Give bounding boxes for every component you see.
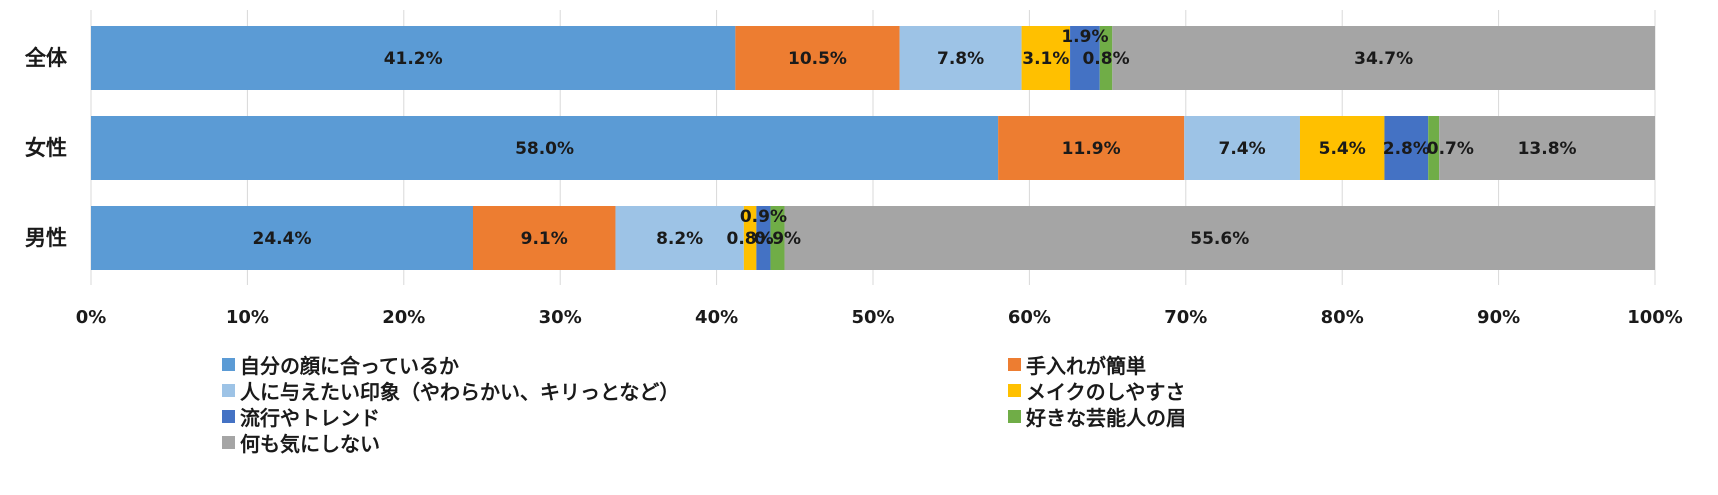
x-tick-label: 50% [851, 307, 894, 328]
bar-segment [91, 26, 736, 90]
legend-label: 手入れが簡単 [1026, 354, 1146, 378]
legend-label: 自分の顔に合っているか [240, 354, 459, 378]
bar-segment [899, 26, 1022, 90]
legend-item: 流行やトレンド [222, 402, 380, 431]
data-label: 58.0% [515, 139, 574, 159]
legend-item: メイクのしやすさ [1008, 376, 1185, 405]
bar-segment [615, 206, 744, 270]
x-tick-label: 100% [1627, 307, 1683, 328]
data-label: 55.6% [1190, 229, 1249, 249]
bar-segment [1428, 116, 1440, 180]
data-label: 7.8% [937, 49, 984, 69]
bar-segment [1299, 116, 1385, 180]
bar-segment [770, 206, 785, 270]
x-tick-label: 20% [382, 307, 425, 328]
bar-segment [1184, 116, 1300, 180]
legend-label: 何も気にしない [240, 432, 380, 456]
x-tick-label: 30% [539, 307, 582, 328]
bar-segment [1099, 26, 1113, 90]
data-label: 10.5% [788, 49, 847, 69]
legend-item: 何も気にしない [222, 428, 380, 457]
bar-segment [472, 206, 616, 270]
bar-segment [1112, 26, 1655, 90]
data-label: 7.4% [1219, 139, 1266, 159]
data-label: 1.9% [1061, 27, 1108, 47]
bar-segment [743, 206, 757, 270]
data-label: 0.9% [754, 229, 801, 249]
data-label: 8.2% [656, 229, 703, 249]
data-label: 13.8% [1518, 139, 1577, 159]
legend-label: 好きな芸能人の眉 [1026, 406, 1186, 430]
bar-segment [91, 116, 999, 180]
legend-item: 人に与えたい印象（やわらかい、キリっとなど） [222, 376, 679, 405]
data-label: 24.4% [253, 229, 312, 249]
bar-segment [91, 206, 473, 270]
legend-swatch [222, 410, 235, 423]
legend-swatch [1008, 384, 1021, 397]
data-label: 0.8% [1082, 49, 1129, 69]
data-label: 0.8% [727, 229, 774, 249]
legend-item: 手入れが簡単 [1008, 350, 1146, 379]
category-label: 男性 [25, 226, 67, 250]
category-label: 全体 [24, 46, 68, 70]
data-label: 0.9% [740, 207, 787, 227]
legend-label: メイクのしやすさ [1026, 380, 1186, 404]
legend-swatch [222, 436, 235, 449]
bar-segment [756, 206, 771, 270]
data-label: 9.1% [521, 229, 568, 249]
bar-segment [1439, 116, 1655, 180]
legend-swatch [1008, 410, 1021, 423]
x-tick-label: 60% [1008, 307, 1051, 328]
data-label: 3.1% [1022, 49, 1069, 69]
bar-segment [1384, 116, 1429, 180]
legend-swatch [1008, 358, 1021, 371]
data-label: 41.2% [384, 49, 443, 69]
bar-segment [1021, 26, 1071, 90]
data-label: 0.7% [1427, 139, 1474, 159]
category-label: 女性 [25, 136, 67, 160]
bar-segment [784, 206, 1655, 270]
legend-swatch [222, 384, 235, 397]
bar-segment [1070, 26, 1100, 90]
data-label: 2.8% [1383, 139, 1430, 159]
x-tick-label: 40% [695, 307, 738, 328]
legend-label: 人に与えたい印象（やわらかい、キリっとなど） [240, 380, 680, 404]
legend-item: 自分の顔に合っているか [222, 350, 459, 379]
bar-segment [735, 26, 900, 90]
data-label: 34.7% [1354, 49, 1413, 69]
x-tick-label: 70% [1164, 307, 1207, 328]
bar-segment [998, 116, 1185, 180]
data-label: 11.9% [1062, 139, 1121, 159]
x-tick-label: 90% [1477, 307, 1520, 328]
x-tick-label: 10% [226, 307, 269, 328]
legend-item: 好きな芸能人の眉 [1008, 402, 1186, 431]
legend-swatch [222, 358, 235, 371]
data-label: 5.4% [1319, 139, 1366, 159]
x-tick-label: 80% [1321, 307, 1364, 328]
x-tick-label: 0% [76, 307, 107, 328]
legend-label: 流行やトレンド [240, 406, 380, 430]
